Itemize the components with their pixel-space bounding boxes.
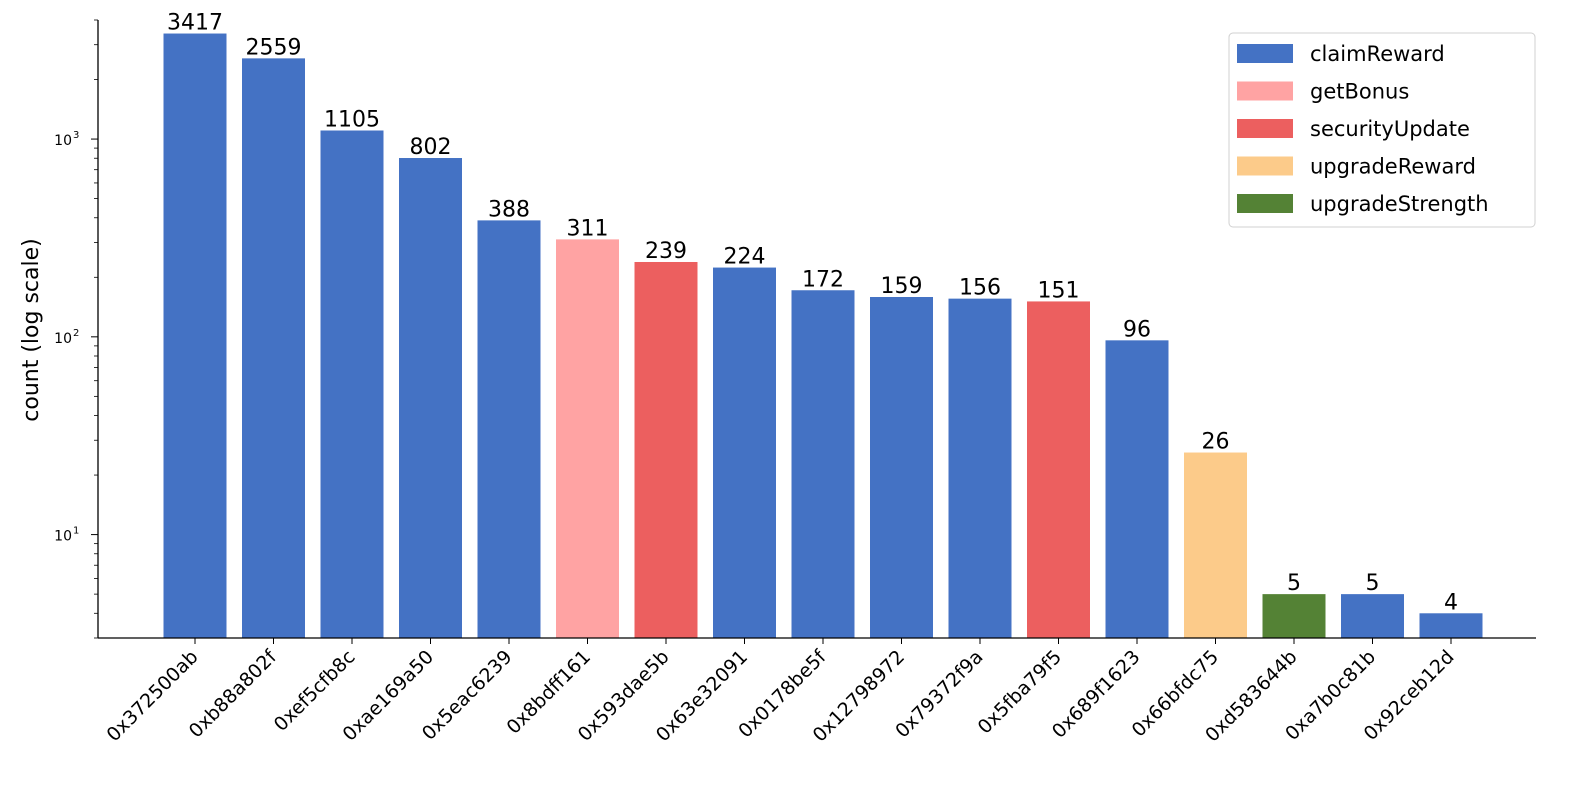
legend-label: claimReward (1310, 42, 1445, 66)
bar (870, 297, 933, 638)
legend-label: getBonus (1310, 80, 1409, 104)
bar (163, 33, 227, 638)
legend-label: upgradeReward (1310, 155, 1476, 179)
y-tick-exponent: 1 (73, 526, 79, 537)
bar (1262, 594, 1326, 638)
bar (1419, 613, 1483, 638)
y-tick-label: 10 (54, 331, 72, 347)
bar (477, 220, 541, 638)
bar (1341, 594, 1404, 638)
bar-value-label: 2559 (246, 35, 302, 60)
legend-label: upgradeStrength (1310, 192, 1489, 216)
legend-swatch (1237, 44, 1293, 63)
legend-swatch (1237, 194, 1293, 213)
bar-value-label: 388 (488, 197, 530, 222)
y-tick-label: 10 (54, 529, 72, 545)
value-labels-layer: 3417 2559 1105 802 388 311 239 224 172 159 156 151 9… (167, 11, 1458, 616)
bar-value-label: 159 (881, 274, 923, 299)
bar-value-label: 5 (1366, 571, 1380, 596)
bar-value-label: 4 (1444, 590, 1458, 615)
legend: claimReward getBonus securityUpdate upgrade… (1228, 32, 1536, 228)
x-ticks-layer: 0x372500ab0xb88a802f0xef5cfb8c0xae169a50… (102, 638, 1459, 746)
bar (399, 158, 462, 638)
bar-value-label: 5 (1287, 571, 1301, 596)
bar-value-label: 1105 (324, 107, 380, 132)
bar-value-label: 156 (959, 276, 1001, 301)
legend-frame (1228, 32, 1536, 228)
bar (1184, 452, 1247, 638)
bar (556, 239, 619, 638)
bar-value-label: 96 (1123, 317, 1151, 342)
legend-label: securityUpdate (1310, 117, 1470, 141)
bar (948, 298, 1012, 638)
bar (1027, 301, 1090, 638)
x-tick-label: 0x372500ab (102, 646, 202, 746)
legend-swatch (1237, 81, 1293, 101)
y-tick-label: 10 (54, 133, 72, 149)
bar-value-label: 26 (1202, 430, 1230, 455)
y-tick-exponent: 3 (73, 130, 79, 141)
bar (242, 58, 305, 639)
bar-value-label: 239 (645, 239, 687, 264)
legend-swatch (1237, 119, 1293, 138)
bar-value-label: 151 (1038, 278, 1080, 303)
y-tick-base: 10 (54, 529, 72, 545)
bar (791, 290, 855, 638)
y-tick-exponent: 2 (73, 328, 79, 339)
bar-value-label: 224 (724, 245, 766, 270)
bar-value-label: 172 (802, 267, 844, 292)
bar (1105, 340, 1169, 638)
bar (713, 267, 776, 638)
y-axis-label: count (log scale) (19, 238, 44, 421)
bar-value-label: 311 (567, 216, 609, 241)
bar-value-label: 3417 (167, 11, 223, 36)
bar (320, 130, 384, 638)
legend-swatch (1237, 156, 1293, 176)
y-tick-base: 10 (54, 133, 72, 149)
bars-layer (163, 33, 1483, 639)
bar (634, 261, 698, 638)
bar-value-label: 802 (410, 135, 452, 160)
y-tick-base: 10 (54, 331, 72, 347)
